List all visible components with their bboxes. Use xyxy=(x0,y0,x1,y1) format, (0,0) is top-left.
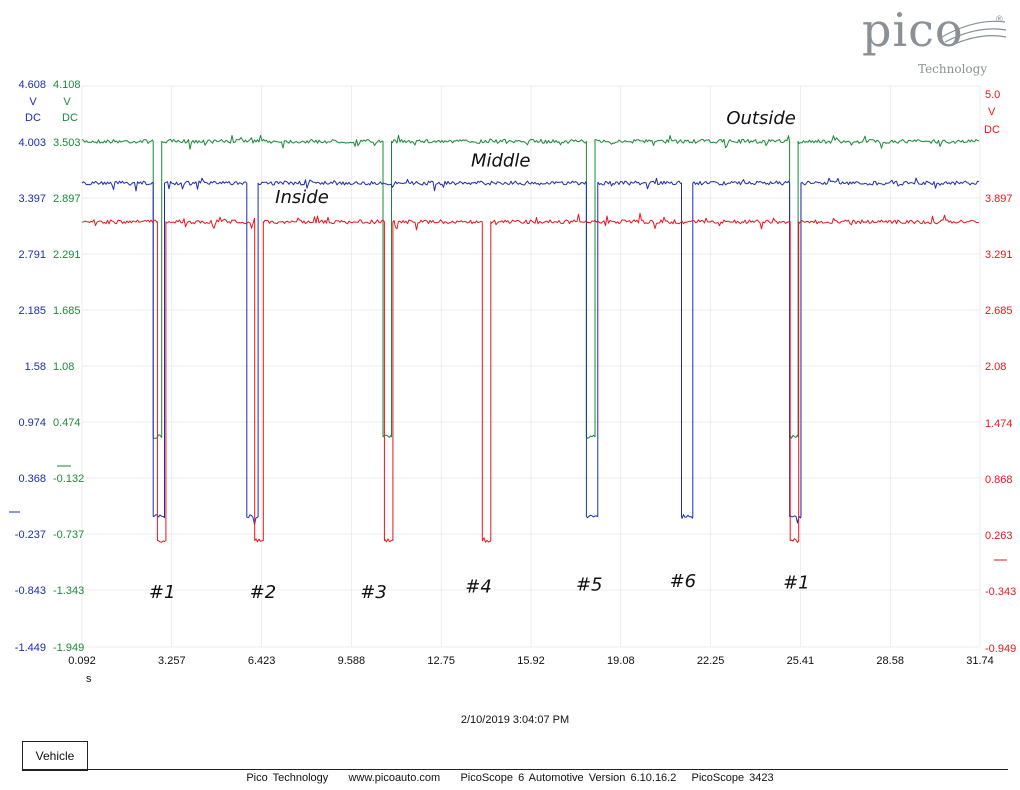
time-axis-tick: 22.25 xyxy=(697,655,725,667)
blue-unit-dc: DC xyxy=(25,112,41,124)
blue-axis-tick: 1.58 xyxy=(25,361,46,373)
red-axis-tick: 2.685 xyxy=(985,305,1013,317)
blue-axis-tick: 2.185 xyxy=(18,305,46,317)
cylinder-label: #1 xyxy=(783,573,810,594)
red-axis-tick: 1.474 xyxy=(985,418,1013,430)
tick-labels: 4.6084.0033.3972.7912.1851.580.9740.368-… xyxy=(9,79,1016,667)
blue-unit-v: V xyxy=(29,96,37,108)
trace-label: Middle xyxy=(471,150,530,171)
red-unit-dc: DC xyxy=(984,124,1000,136)
red-axis-tick: 2.08 xyxy=(985,361,1006,373)
green-axis-tick: -0.737 xyxy=(53,529,84,541)
time-axis-tick: 12.75 xyxy=(427,655,455,667)
red-axis-tick: 3.897 xyxy=(985,193,1013,205)
logo-tagline: Technology xyxy=(918,62,987,76)
logo-text: pico xyxy=(862,3,964,57)
green-unit-dc: DC xyxy=(62,112,78,124)
green-axis-tick: 4.108 xyxy=(53,79,81,91)
blue-axis-tick: 0.974 xyxy=(18,417,46,429)
capture-timestamp: 2/10/2019 3:04:07 PM xyxy=(460,714,570,726)
blue-axis-tick: 0.368 xyxy=(18,473,46,485)
green-axis-tick: -1.949 xyxy=(53,642,84,654)
green-axis-tick: -0.132 xyxy=(53,473,84,485)
red-axis-tick: -0.949 xyxy=(985,643,1016,655)
logo-swoosh-icon xyxy=(939,20,1007,46)
trace-outside xyxy=(81,134,980,439)
cylinder-label: #4 xyxy=(465,576,492,597)
green-axis-tick: 1.08 xyxy=(53,361,74,373)
footer-url: www.picoauto.com xyxy=(348,772,441,784)
cylinder-label: #2 xyxy=(250,582,277,603)
green-axis-tick: 1.685 xyxy=(53,305,81,317)
time-axis-tick: 19.08 xyxy=(607,655,635,667)
green-axis-tick: 2.897 xyxy=(53,193,81,205)
red-axis-tick: -0.343 xyxy=(985,586,1016,598)
footer-divider xyxy=(22,769,1008,770)
time-axis-tick: 25.41 xyxy=(787,655,815,667)
trace-inside xyxy=(81,212,980,543)
red-axis-tick: 0.263 xyxy=(985,530,1013,542)
footer-company: Pico Technology xyxy=(246,772,329,784)
blue-axis-tick: 3.397 xyxy=(18,193,46,205)
footer: Pico Technology www.picoauto.com PicoSco… xyxy=(0,772,1020,784)
time-axis-tick: 15.92 xyxy=(517,655,545,667)
blue-axis-tick: -0.843 xyxy=(15,585,46,597)
cylinder-label: #5 xyxy=(576,575,603,596)
red-unit-v: V xyxy=(988,106,996,118)
green-axis-tick: 0.474 xyxy=(53,417,81,429)
time-axis-tick: 3.257 xyxy=(158,655,186,667)
red-axis-tick: 3.291 xyxy=(985,249,1013,261)
trace-label: Outside xyxy=(726,108,796,129)
green-axis-tick: 2.291 xyxy=(53,249,81,261)
cylinder-label: #1 xyxy=(149,582,176,603)
green-axis-tick: 3.503 xyxy=(53,137,81,149)
logo-registered: ® xyxy=(996,14,1003,24)
annotations: Outside Middle Inside #1 #2 #3 #4 #5 #6 #1 xyxy=(149,108,810,603)
blue-axis-tick: 2.791 xyxy=(18,249,46,261)
green-unit-v: V xyxy=(63,96,71,108)
time-unit-label: s xyxy=(86,673,92,685)
oscilloscope-chart: pico ® Technology V DC V DC V DC s 4.608… xyxy=(9,3,1016,685)
green-axis-tick: -1.343 xyxy=(53,585,84,597)
cylinder-label: #6 xyxy=(670,571,697,592)
vehicle-button[interactable]: Vehicle xyxy=(22,741,88,771)
grid xyxy=(81,85,981,648)
cylinder-label: #3 xyxy=(360,582,387,603)
trace-label: Inside xyxy=(275,187,329,208)
red-axis-tick: 5.0 xyxy=(985,89,1000,101)
pico-logo: pico ® Technology xyxy=(862,3,1007,76)
traces xyxy=(81,134,980,543)
footer-version: PicoScope 6 Automotive Version 6.10.16.2 xyxy=(460,772,677,784)
time-axis-tick: 28.58 xyxy=(876,655,904,667)
trace-middle xyxy=(81,177,980,525)
footer-device: PicoScope 3423 xyxy=(691,772,774,784)
time-axis-tick: 6.423 xyxy=(248,655,276,667)
blue-axis-tick: -1.449 xyxy=(15,642,46,654)
blue-axis-tick: 4.608 xyxy=(18,79,46,91)
blue-axis-tick: -0.237 xyxy=(15,529,46,541)
blue-axis-tick: 4.003 xyxy=(18,137,46,149)
red-axis-tick: 0.868 xyxy=(985,474,1013,486)
time-axis-tick: 0.092 xyxy=(68,655,96,667)
time-axis-tick: 31.74 xyxy=(966,655,994,667)
time-axis-tick: 9.588 xyxy=(338,655,366,667)
